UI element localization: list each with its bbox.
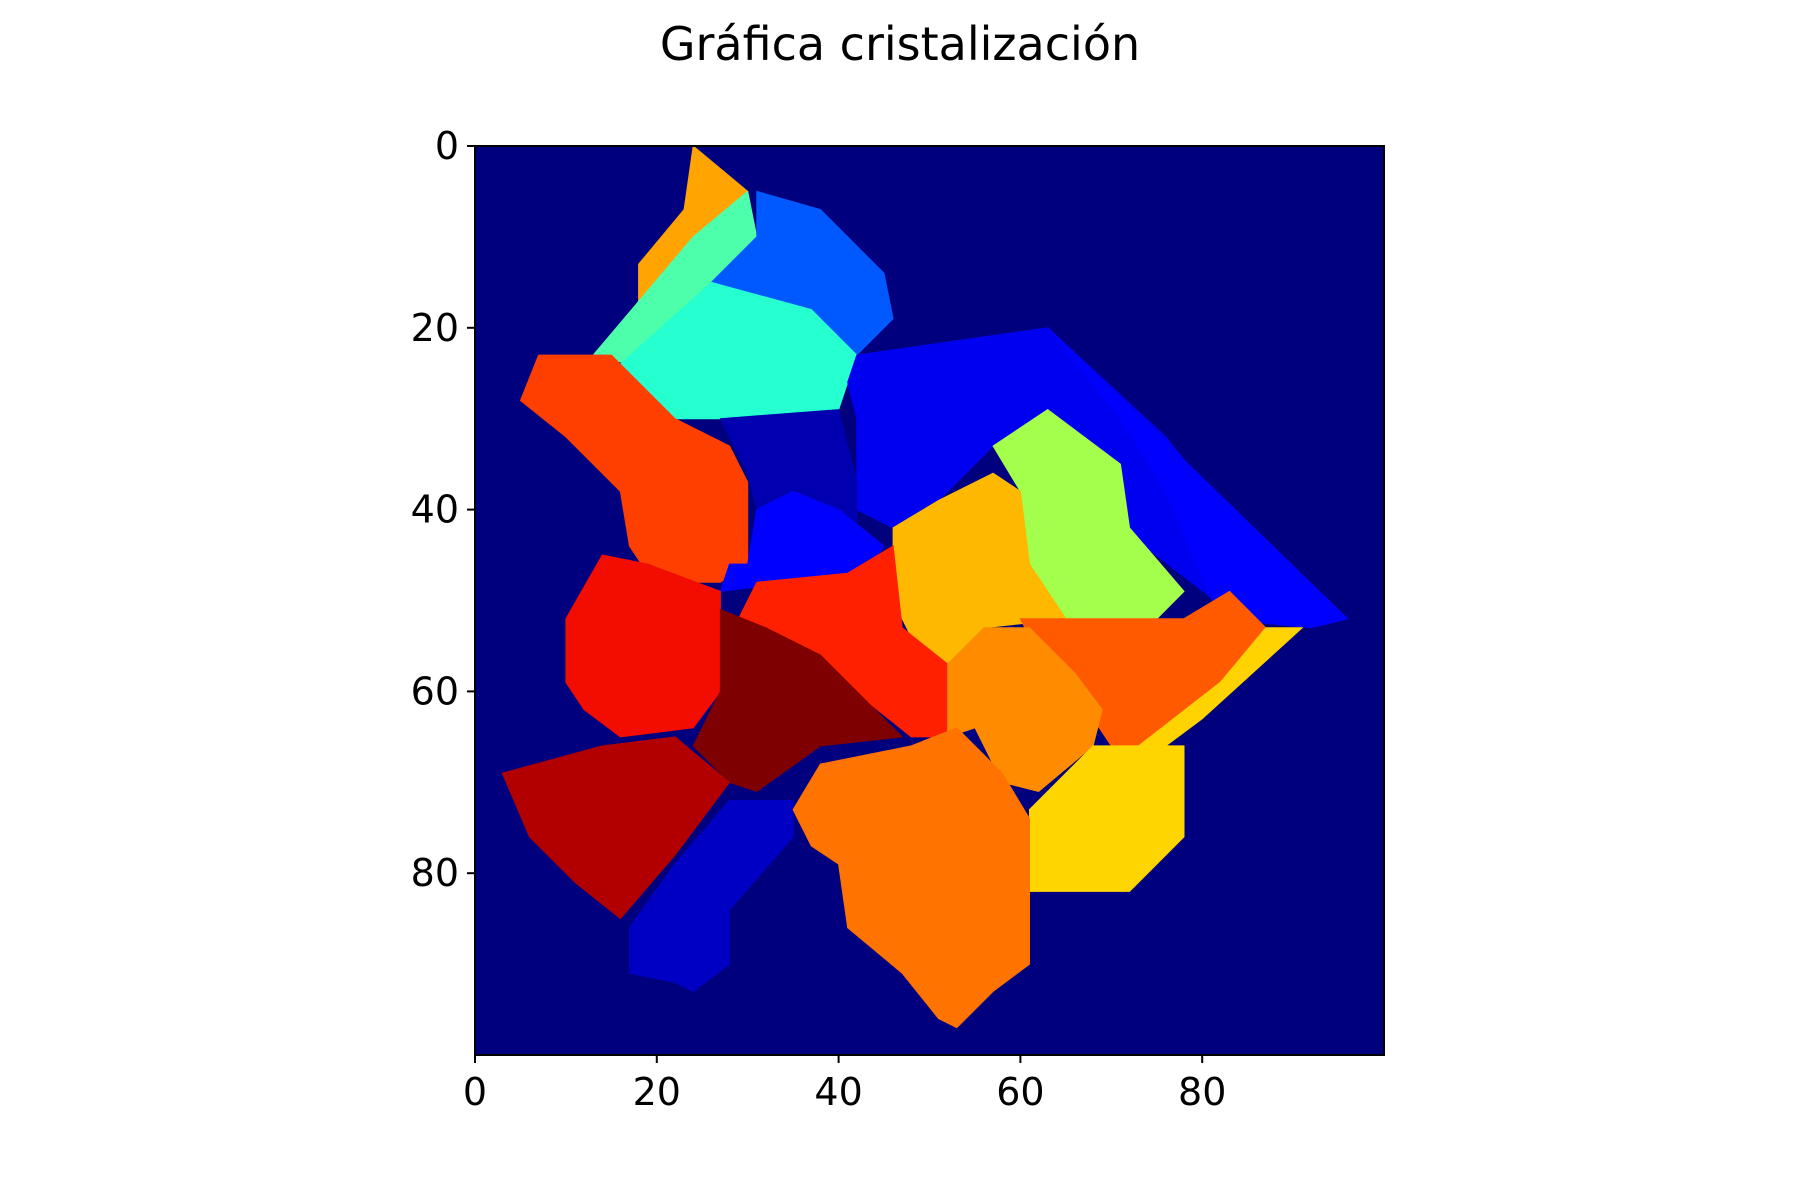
y-tick-label: 60 <box>411 669 459 713</box>
y-axis: 0 20 40 60 80 <box>411 124 475 895</box>
x-tick-label: 20 <box>633 1070 681 1114</box>
grain-gold <box>1029 745 1185 892</box>
x-tick-label: 60 <box>996 1070 1044 1114</box>
grain-darkorange <box>947 627 1103 792</box>
grain-red-left <box>565 554 721 738</box>
grain-maroon <box>692 608 904 792</box>
chart-title: Gráfica cristalización <box>660 17 1140 71</box>
x-tick-label: 80 <box>1178 1070 1226 1114</box>
x-tick-label: 40 <box>814 1070 862 1114</box>
grain-darkred <box>501 736 731 920</box>
plot-frame <box>474 145 1385 1056</box>
grain-orangered-top <box>519 354 749 583</box>
x-tick-label: 0 <box>463 1070 487 1114</box>
grain-orange-bottom <box>792 727 1030 1029</box>
y-tick-label: 80 <box>411 851 459 895</box>
y-tick-label: 40 <box>411 488 459 532</box>
x-axis: 0 20 40 60 80 <box>463 1055 1226 1114</box>
grain-regions <box>501 146 1349 1029</box>
y-tick-label: 0 <box>435 124 459 168</box>
grain-navy-bottom <box>629 800 794 992</box>
y-tick-label: 20 <box>411 306 459 350</box>
